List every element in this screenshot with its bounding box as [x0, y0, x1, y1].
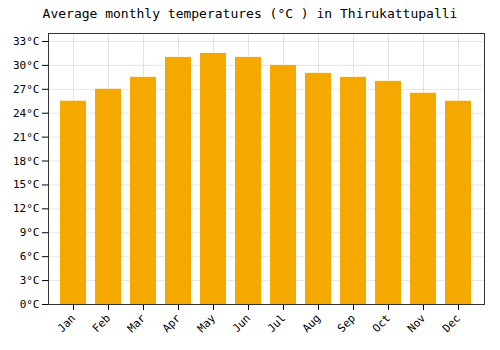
svg-text:May: May: [195, 311, 219, 335]
svg-text:Sep: Sep: [335, 312, 358, 335]
svg-text:Oct: Oct: [370, 312, 393, 335]
svg-text:Jan: Jan: [55, 312, 78, 335]
svg-text:27°C: 27°C: [13, 83, 40, 96]
svg-text:Feb: Feb: [90, 312, 113, 335]
svg-text:Dec: Dec: [440, 312, 463, 335]
svg-text:9°C: 9°C: [20, 226, 40, 239]
svg-text:Nov: Nov: [405, 311, 429, 335]
html-text:Average monthly temperatures (: Average monthly temperatures (°C ) in Th…: [42, 6, 458, 21]
svg-text:21°C: 21°C: [13, 131, 40, 144]
svg-text:33°C: 33°C: [13, 35, 40, 48]
svg-text:Jun: Jun: [230, 312, 253, 335]
svg-text:3°C: 3°C: [20, 274, 40, 287]
svg-text:15°C: 15°C: [13, 178, 40, 191]
svg-text:Aug: Aug: [300, 312, 323, 335]
svg-text:Mar: Mar: [125, 311, 149, 335]
svg-text:6°C: 6°C: [20, 250, 40, 263]
svg-text:Apr: Apr: [160, 311, 184, 335]
svg-text:12°C: 12°C: [13, 202, 40, 215]
svg-text:Jul: Jul: [265, 312, 288, 335]
svg-text:30°C: 30°C: [13, 59, 40, 72]
svg-text:0°C: 0°C: [20, 298, 40, 311]
svg-text:18°C: 18°C: [13, 155, 40, 168]
svg-text:24°C: 24°C: [13, 107, 40, 120]
